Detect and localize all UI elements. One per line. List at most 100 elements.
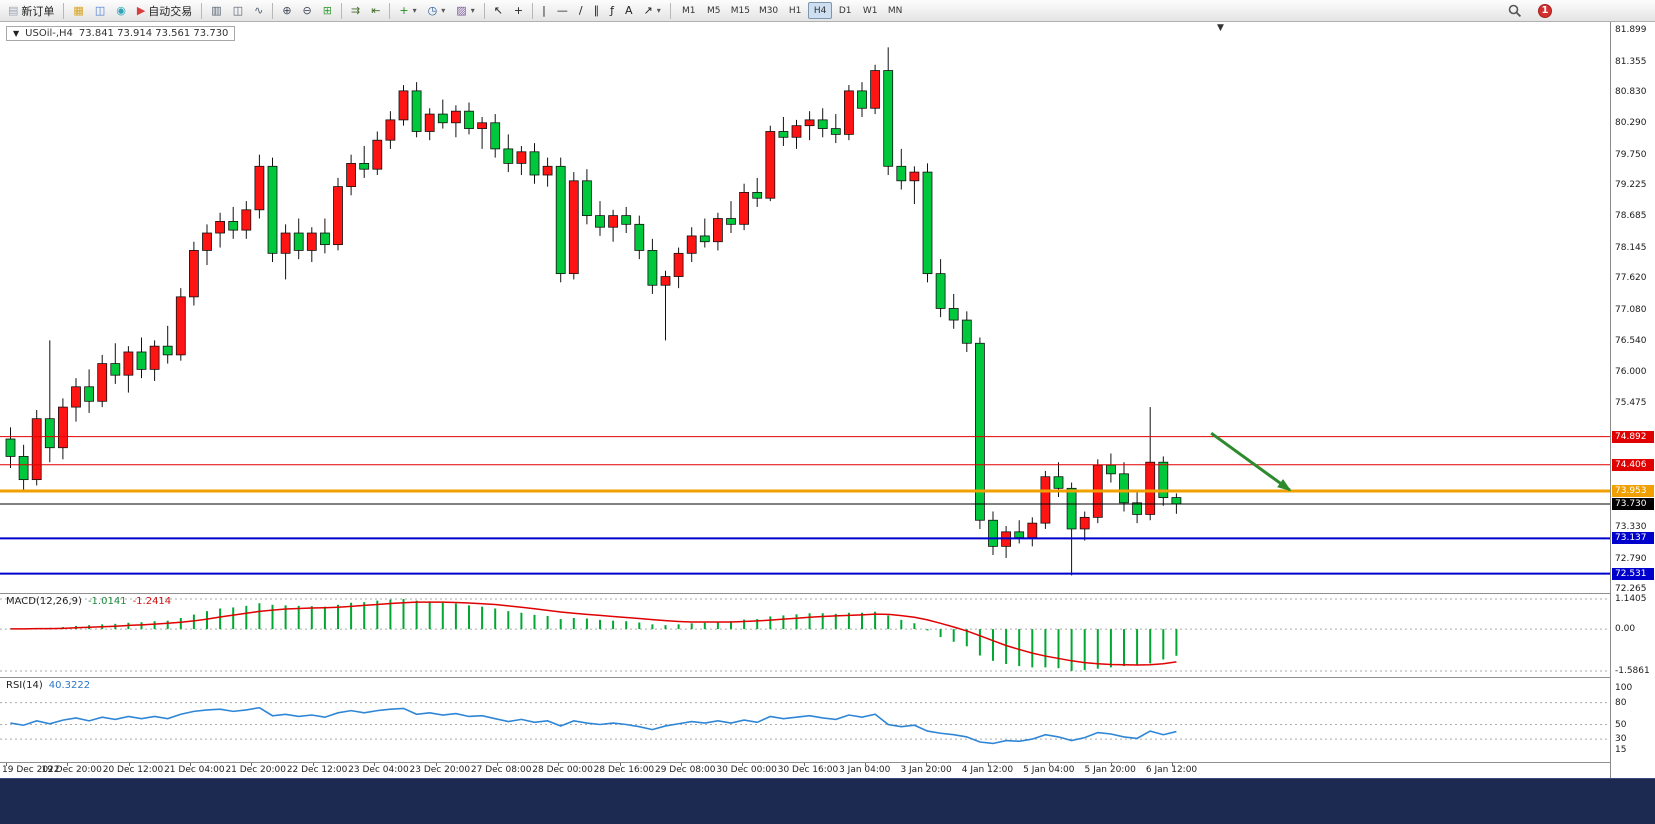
timeframe-m30-button[interactable]: M30	[755, 2, 782, 19]
timeframe-h1-button[interactable]: H1	[783, 2, 807, 19]
time-tick	[1049, 762, 1051, 766]
time-axis-label: 20 Dec 12:00	[102, 765, 164, 775]
template-icon: ▨	[456, 4, 467, 17]
arrows-button[interactable]: ↗ ▾	[638, 1, 665, 20]
timeframe-m1-button[interactable]: M1	[677, 2, 701, 19]
bar-chart-button[interactable]: ▥	[206, 1, 226, 20]
timeframe-mn-button[interactable]: MN	[883, 2, 907, 19]
zoom-in-button[interactable]: ⊕	[277, 1, 296, 20]
autotrading-button-label: 自动交易	[148, 4, 193, 18]
toolbar-separator	[669, 2, 671, 19]
rsi-header: RSI(14) 40.3222	[6, 680, 91, 691]
indicators-plus-icon: +	[399, 4, 409, 17]
market-watch-button[interactable]: ◫	[90, 1, 110, 20]
price-level-tag: 74.406	[1612, 458, 1654, 471]
indicators-button[interactable]: + ▾	[394, 1, 421, 20]
line-chart-button[interactable]: ∿	[249, 1, 268, 20]
tile-windows-button[interactable]: ⊞	[318, 1, 337, 20]
price-axis-label: 72.265	[1615, 584, 1647, 594]
timeframe-toolbar: M1 M5 M15 M30 H1 H4 D1 W1 MN	[677, 2, 907, 19]
macd-header: MACD(12,26,9) -1.0141 -1.2414	[6, 596, 172, 607]
vertical-line-icon: |	[542, 4, 546, 17]
price-level-tag: 73.953	[1612, 485, 1654, 498]
vertical-line-button[interactable]: |	[537, 1, 551, 20]
autotrading-icon: ▶	[136, 4, 146, 17]
time-axis-label: 3 Jan 20:00	[900, 765, 952, 775]
zoom-in-icon: ⊕	[282, 4, 292, 17]
toolbar: ▤ 新订单 ▦ ◫ ◉ ▶ 自动交易 ▥ ◫ ∿ ⊕ ⊖ ⊞ ⇉ ⇤ + ▾ ◷ ▾ ▨ ▾ ↖ + | — / ∥ ƒ A ↗ ▾ M1 M…	[0, 0, 1655, 22]
timeframe-d1-button[interactable]: D1	[833, 2, 857, 19]
chart-shift-button[interactable]: ⇤	[366, 1, 385, 20]
time-tick	[803, 762, 805, 766]
ohlc-quote-label: 73.841 73.914 73.561 73.730	[78, 28, 229, 39]
auto-scroll-button[interactable]: ⇉	[346, 1, 365, 20]
folder-icon: ▦	[73, 4, 84, 17]
caret-down-icon: ▾	[412, 6, 417, 15]
toolbar-separator	[201, 2, 203, 19]
time-axis-label: 30 Dec 16:00	[777, 765, 839, 775]
time-axis-label: 4 Jan 12:00	[961, 765, 1014, 775]
time-axis-label: 22 Dec 12:00	[286, 765, 348, 775]
price-axis-label: 81.899	[1615, 25, 1647, 35]
horizontal-line-button[interactable]: —	[552, 1, 573, 20]
time-axis-label: 23 Dec 04:00	[348, 765, 409, 775]
cursor-button[interactable]: ↖	[489, 1, 508, 20]
toolbar-separator	[532, 2, 534, 19]
fibonacci-button[interactable]: ƒ	[605, 1, 619, 20]
community-button[interactable]: ◉	[111, 1, 131, 20]
community-icon: ◉	[116, 4, 126, 17]
search-icon[interactable]	[1508, 4, 1522, 18]
candlestick-chart-button[interactable]: ◫	[228, 1, 248, 20]
chart-shift-icon: ⇤	[371, 4, 381, 17]
auto-scroll-icon: ⇉	[350, 4, 361, 17]
time-tick	[865, 762, 867, 766]
toolbar-separator	[389, 2, 391, 19]
price-level-tag: 72.531	[1612, 567, 1654, 580]
rsi-pane[interactable]	[0, 677, 1610, 762]
templates-button[interactable]: ▨ ▾	[451, 1, 479, 20]
price-axis-label: 81.355	[1615, 56, 1647, 67]
crosshair-icon: +	[513, 4, 524, 17]
text-button[interactable]: A	[620, 1, 638, 20]
trend-arrow-annotation[interactable]	[1210, 431, 1292, 492]
toolbar-separator	[272, 2, 274, 19]
market-watch-icon: ◫	[94, 4, 106, 17]
toolbar-separator	[340, 2, 342, 19]
macd-pane[interactable]	[0, 593, 1610, 677]
rsi-axis-label: 80	[1615, 697, 1627, 708]
new-order-button[interactable]: ▤ 新订单	[3, 1, 59, 20]
zoom-out-button[interactable]: ⊖	[298, 1, 317, 20]
caret-down-icon: ▾	[656, 6, 661, 15]
time-axis-label: 28 Dec 00:00	[532, 765, 593, 775]
arrow-tool-icon: ↗	[643, 4, 653, 17]
cursor-icon: ↖	[493, 4, 503, 17]
time-axis-label: 6 Jan 12:00	[1145, 765, 1198, 775]
caret-down-icon: ▾	[441, 6, 446, 15]
time-axis-label: 21 Dec 20:00	[225, 765, 286, 775]
chart-title: ▼ USOil-,H4 73.841 73.914 73.561 73.730	[6, 26, 236, 41]
time-axis[interactable]: 19 Dec 2022 19 Dec 20:00 20 Dec 12:00 21 De…	[0, 762, 1610, 778]
price-axis-label: 75.475	[1615, 397, 1647, 408]
autotrading-button[interactable]: ▶ 自动交易	[132, 1, 197, 20]
timeframe-m15-button[interactable]: M15	[727, 2, 754, 19]
clock-icon: ◷	[427, 4, 438, 17]
one-click-collapse-icon[interactable]: ▼	[13, 29, 20, 38]
timeframe-h4-button[interactable]: H4	[808, 2, 833, 19]
price-axis[interactable]: 81.899 81.355 80.830 80.290 79.750 79.225 78.6…	[1610, 22, 1655, 778]
crosshair-button[interactable]: +	[509, 1, 528, 20]
trendline-button[interactable]: /	[574, 1, 588, 20]
timeframe-m5-button[interactable]: M5	[702, 2, 726, 19]
main-chart[interactable]	[0, 22, 1610, 593]
price-axis-label: 80.290	[1615, 118, 1647, 129]
price-axis-label: 76.540	[1615, 335, 1647, 346]
taskbar	[0, 778, 1655, 824]
periods-button[interactable]: ◷ ▾	[423, 1, 451, 20]
candlestick-icon: ◫	[232, 4, 244, 17]
charts-profile-button[interactable]: ▦	[68, 1, 88, 20]
timeframe-w1-button[interactable]: W1	[858, 2, 882, 19]
channel-button[interactable]: ∥	[589, 1, 605, 20]
rsi-axis-label: 100	[1615, 683, 1633, 693]
notification-badge[interactable]: 1	[1538, 3, 1552, 18]
chart-shift-marker-icon[interactable]: ▼	[1217, 23, 1224, 33]
